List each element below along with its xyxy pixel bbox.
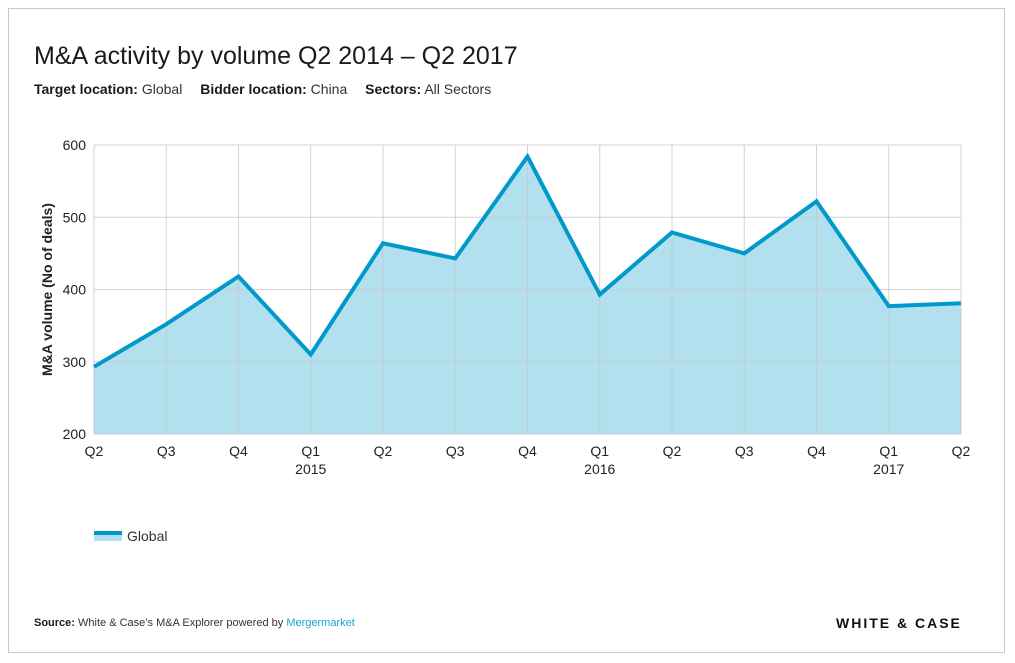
filter-label: Target location: [34, 81, 138, 97]
x-tick-label: Q1 [301, 443, 320, 459]
filter-label: Sectors: [365, 81, 422, 97]
legend: Global [94, 528, 167, 544]
filter-target: Target location: Global [34, 81, 182, 97]
filter-label: Bidder location: [200, 81, 307, 97]
y-tick-label: 300 [63, 354, 87, 370]
filter-bidder: Bidder location: China [200, 81, 347, 97]
legend-label[interactable]: Global [127, 528, 168, 544]
source-text: White & Case’s M&A Explorer powered by [78, 617, 284, 629]
filter-summary: Target location: Global Bidder location:… [34, 81, 505, 97]
y-tick-label: 200 [63, 426, 87, 442]
x-tick-label: Q4 [518, 443, 537, 459]
filter-sectors: Sectors: All Sectors [365, 81, 491, 97]
x-tick-label: Q1 [590, 443, 609, 459]
x-tick-label: Q3 [157, 443, 176, 459]
chart-frame [8, 8, 1005, 653]
x-tick-label: Q2 [374, 443, 393, 459]
chart-title: M&A activity by volume Q2 2014 – Q2 2017 [34, 42, 518, 70]
legend-swatch [94, 531, 122, 541]
x-tick-label: Q4 [807, 443, 826, 459]
x-tick-label: Q1 [879, 443, 898, 459]
x-tick-label: Q3 [446, 443, 465, 459]
x-year-label: 2015 [295, 461, 326, 477]
x-tick-label: Q2 [85, 443, 104, 459]
y-axis-title: M&A volume (No of deals) [39, 203, 55, 376]
filter-value: Global [141, 81, 183, 97]
white-case-logo: WHITE & CASE [836, 615, 962, 631]
filter-value: All Sectors [424, 81, 492, 97]
y-tick-label: 600 [63, 137, 87, 153]
series-line-global [92, 152, 962, 369]
y-tick-label: 500 [63, 209, 87, 225]
source-note: Source: White & Case’s M&A Explorer powe… [34, 617, 355, 629]
x-year-label: 2016 [584, 461, 615, 477]
x-tick-label: Q4 [229, 443, 248, 459]
mergermarket-link[interactable]: Mergermarket [286, 617, 355, 629]
source-label: Source: [34, 617, 75, 629]
filter-value: China [310, 81, 348, 97]
x-year-label: 2017 [873, 461, 904, 477]
x-tick-label: Q2 [952, 443, 971, 459]
y-tick-label: 400 [63, 282, 87, 298]
x-tick-label: Q3 [735, 443, 754, 459]
x-tick-label: Q2 [663, 443, 682, 459]
